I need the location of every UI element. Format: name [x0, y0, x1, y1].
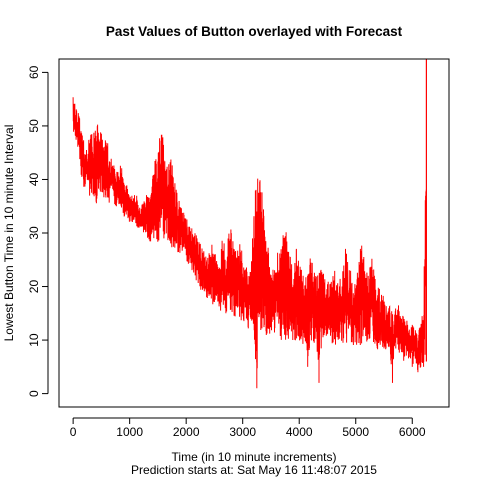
y-tick-label: 20: [27, 280, 41, 294]
series-line: [72, 97, 427, 379]
x-tick-label: 4000: [286, 425, 313, 439]
x-axis: 0 1000 2000 3000 4000 5000 6000: [70, 417, 426, 439]
y-tick-label: 40: [27, 172, 41, 186]
data-series: [72, 59, 427, 389]
y-tick-label: 10: [27, 333, 41, 347]
chart-title: Past Values of Button overlayed with For…: [106, 24, 403, 39]
x-axis-label: Time (in 10 minute increments): [172, 450, 337, 464]
x-tick-label: 0: [70, 425, 77, 439]
x-tick-label: 3000: [229, 425, 256, 439]
y-axis-label: Lowest Button Time in 10 minute Interval: [2, 125, 16, 342]
x-tick-label: 5000: [342, 425, 369, 439]
y-axis: 0 10 20 30 40 50 60: [27, 65, 49, 397]
y-tick-label: 50: [27, 119, 41, 133]
y-tick-label: 30: [27, 226, 41, 240]
x-tick-label: 1000: [116, 425, 143, 439]
y-tick-label: 60: [27, 65, 41, 79]
x-tick-label: 2000: [173, 425, 200, 439]
plot-frame: [58, 58, 450, 408]
y-tick-label: 0: [27, 390, 41, 397]
chart-subtitle: Prediction starts at: Sat May 16 11:48:0…: [131, 463, 377, 477]
x-tick-label: 6000: [399, 425, 426, 439]
